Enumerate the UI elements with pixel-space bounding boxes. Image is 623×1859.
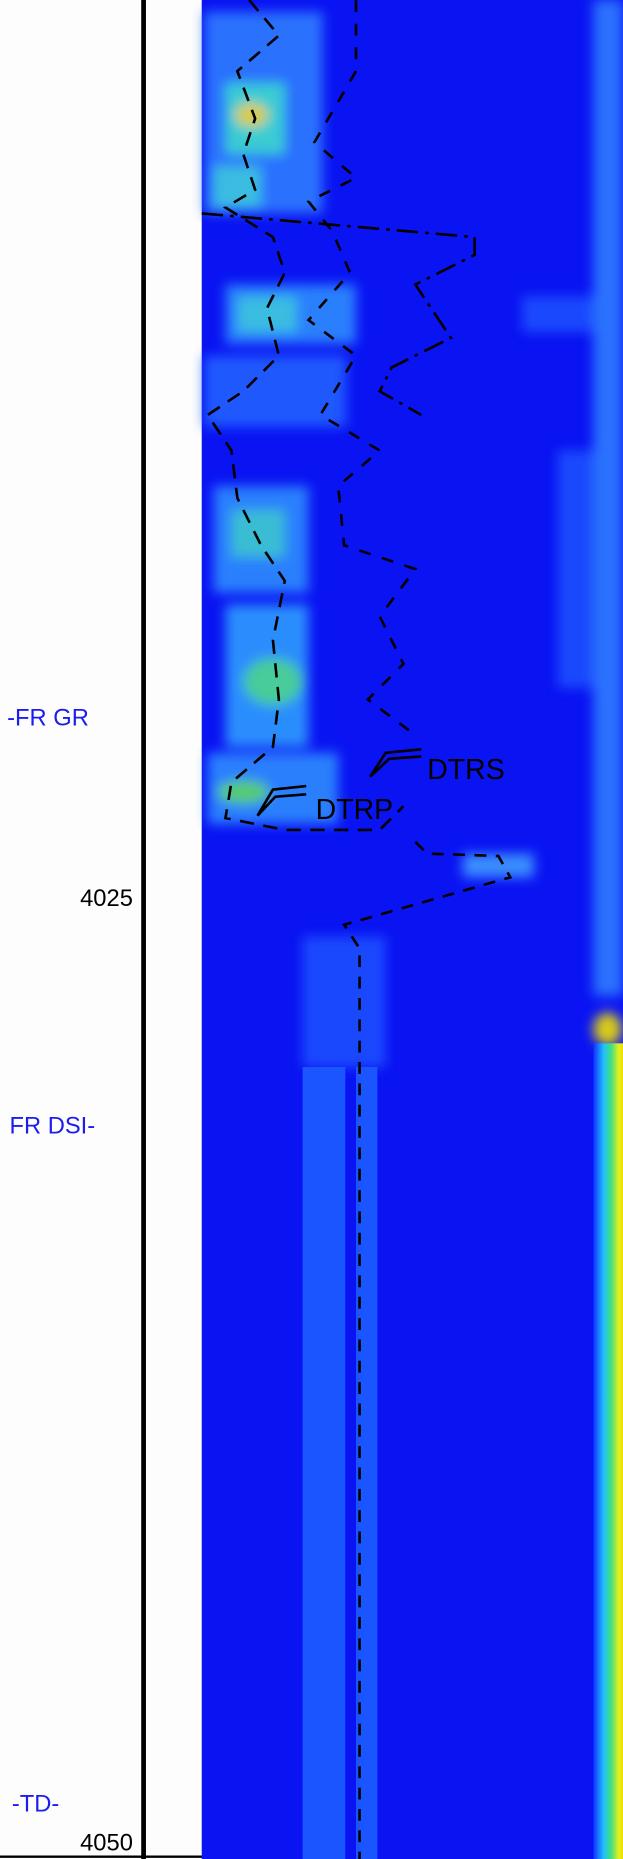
dtrs-arrow <box>369 747 422 778</box>
curve-label: DTRP <box>316 794 394 826</box>
dtrp-arrow <box>256 784 307 817</box>
depth-label: 4050 <box>80 1831 133 1857</box>
dtrs-curve <box>201 212 476 417</box>
dtrp-curve <box>306 0 418 737</box>
depth-track <box>0 0 202 1859</box>
marker-label: -FR GR <box>7 706 89 732</box>
marker-label: FR DSI- <box>9 1113 95 1139</box>
image-track <box>201 0 623 1859</box>
lower-curve <box>342 840 513 1859</box>
depth-label: 4025 <box>80 886 133 912</box>
marker-label: -TD- <box>12 1792 59 1818</box>
curve-label: DTRS <box>427 754 505 786</box>
